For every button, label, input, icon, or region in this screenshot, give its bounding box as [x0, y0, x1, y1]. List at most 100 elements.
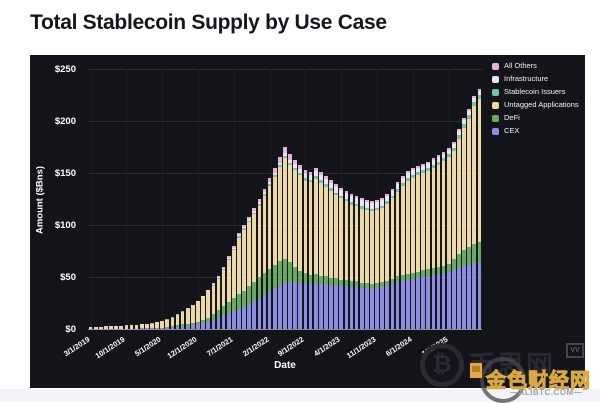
- bar: [478, 89, 482, 329]
- bar: [324, 176, 328, 329]
- bar-segment: [432, 168, 436, 268]
- bar-segment: [350, 205, 354, 282]
- bar-segment: [181, 326, 185, 329]
- bar: [196, 301, 200, 329]
- bar-segment: [186, 326, 190, 329]
- bar-segment: [416, 278, 420, 329]
- x-axis-tick-label: 9/1/2022: [242, 335, 306, 381]
- bar-segment: [304, 181, 308, 273]
- bar-segment: [171, 327, 175, 329]
- bar-segment: [319, 284, 323, 329]
- bar: [329, 180, 333, 329]
- bar-segment: [206, 291, 210, 317]
- bar-segment: [442, 266, 446, 273]
- bar: [104, 326, 108, 329]
- bar: [89, 327, 93, 329]
- bar-segment: [426, 276, 430, 329]
- bar-segment: [447, 272, 451, 329]
- legend-item: CEX: [492, 127, 579, 135]
- bar: [191, 305, 195, 329]
- bar-segment: [314, 179, 318, 274]
- bar: [109, 326, 113, 329]
- bar-segment: [258, 298, 262, 329]
- bar-segment: [324, 276, 328, 284]
- bar-segment: [309, 182, 313, 274]
- bar-segment: [380, 287, 384, 329]
- bar: [345, 191, 349, 329]
- bar-segment: [252, 282, 256, 301]
- bar: [472, 96, 476, 329]
- bar-segment: [227, 302, 231, 313]
- bar-segment: [391, 198, 395, 279]
- bar-segment: [268, 186, 272, 268]
- bar-segment: [242, 230, 246, 291]
- bar-segment: [293, 267, 297, 283]
- bar: [442, 152, 446, 329]
- bar-segment: [401, 281, 405, 329]
- bar: [252, 208, 256, 329]
- bar-segment: [447, 157, 451, 263]
- bar-segment: [191, 325, 195, 329]
- bar-segment: [396, 192, 400, 276]
- bar-segment: [375, 288, 379, 329]
- bar-segment: [462, 266, 466, 329]
- legend-item: Stablecoin Issuers: [492, 88, 579, 96]
- bar: [278, 157, 282, 329]
- bar-segment: [319, 183, 323, 276]
- bar: [355, 196, 359, 329]
- legend-label: Untagged Applications: [504, 101, 579, 109]
- gridline: [88, 69, 482, 70]
- bar: [401, 176, 405, 329]
- bar-segment: [360, 288, 364, 329]
- legend-swatch: [492, 102, 499, 109]
- bar-segment: [155, 328, 159, 329]
- legend-swatch: [492, 63, 499, 70]
- bar: [350, 194, 354, 329]
- bar-segment: [478, 262, 482, 329]
- y-axis-tick-label: $100: [30, 220, 76, 232]
- bar: [406, 171, 410, 329]
- bar-segment: [258, 277, 262, 298]
- bar-segment: [212, 286, 216, 315]
- bar-segment: [283, 259, 287, 283]
- bar-segment: [206, 322, 210, 329]
- y-axis-tick-label: $200: [30, 116, 76, 128]
- bar-segment: [375, 210, 379, 284]
- bar-segment: [345, 286, 349, 329]
- bar-segment: [288, 282, 292, 329]
- bar: [130, 325, 134, 329]
- bar-segment: [437, 274, 441, 329]
- y-axis-ticks: $0$50$100$150$200$250: [30, 70, 82, 330]
- bar-segment: [370, 211, 374, 284]
- bar: [145, 324, 149, 329]
- bar: [385, 194, 389, 329]
- bar: [360, 198, 364, 329]
- bar: [212, 283, 216, 329]
- bar-segment: [242, 291, 246, 308]
- bar: [396, 182, 400, 329]
- bar-segment: [242, 307, 246, 329]
- bar-segment: [467, 265, 471, 329]
- bar-segment: [385, 204, 389, 281]
- bar: [206, 290, 210, 329]
- bar-segment: [145, 328, 149, 329]
- x-axis-tick-label: 11/1/2023: [314, 335, 378, 381]
- bar-segment: [304, 283, 308, 329]
- bar-segment: [437, 267, 441, 274]
- bar: [391, 189, 395, 329]
- bar-segment: [176, 315, 180, 326]
- bar-segment: [232, 250, 236, 298]
- bar-segment: [191, 306, 195, 322]
- bar-segment: [176, 327, 180, 329]
- bar-segment: [324, 187, 328, 276]
- bar: [283, 147, 287, 329]
- bar-segment: [462, 128, 466, 250]
- bar-segment: [304, 273, 308, 283]
- bar-segment: [329, 285, 333, 329]
- bar-segment: [380, 208, 384, 282]
- page-title: Total Stablecoin Supply by Use Case: [30, 11, 387, 35]
- bar: [452, 142, 456, 329]
- bar-segment: [227, 260, 231, 302]
- legend-swatch: [492, 76, 499, 83]
- bar: [411, 168, 415, 329]
